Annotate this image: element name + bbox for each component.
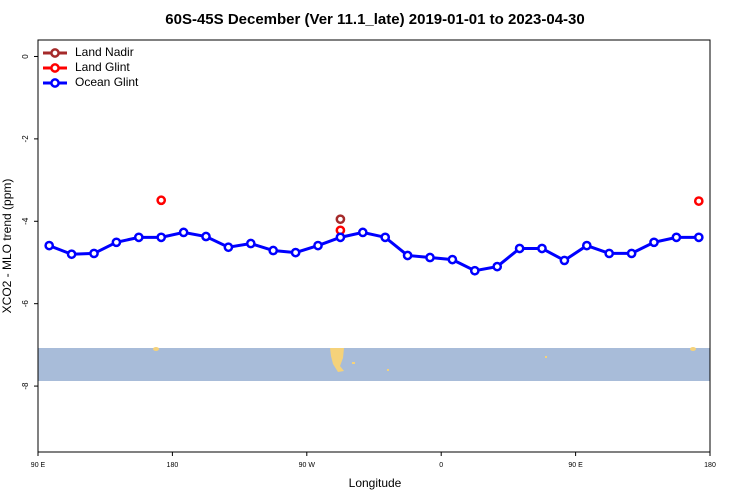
y-tick-label: 0 bbox=[21, 54, 30, 59]
chart-title: 60S-45S December (Ver 11.1_late) 2019-01… bbox=[165, 11, 584, 28]
land-patch bbox=[352, 362, 355, 364]
data-point bbox=[649, 237, 659, 248]
x-tick-label: 90 E bbox=[568, 462, 583, 469]
x-tick-label: 0 bbox=[439, 462, 443, 469]
data-point bbox=[201, 231, 211, 242]
data-point bbox=[514, 243, 525, 254]
y-tick-label: -2 bbox=[21, 135, 30, 143]
legend-marker bbox=[50, 78, 60, 88]
y-tick-label: -8 bbox=[21, 382, 30, 390]
y-axis-title: XCO2 - MLO trend (ppm) bbox=[0, 179, 14, 314]
data-point bbox=[313, 240, 323, 251]
plot-frame bbox=[37, 39, 711, 453]
legend-label: Ocean Glint bbox=[75, 75, 139, 89]
data-point bbox=[537, 243, 547, 254]
data-point bbox=[133, 232, 144, 243]
data-point bbox=[671, 232, 682, 243]
data-point bbox=[604, 248, 615, 259]
data-point bbox=[693, 196, 704, 206]
y-tick-label: -4 bbox=[21, 217, 30, 225]
x-tick-label: 180 bbox=[167, 462, 179, 469]
land-patch bbox=[387, 369, 389, 371]
land-patch bbox=[690, 347, 696, 351]
land-patch bbox=[330, 348, 344, 372]
data-point bbox=[290, 247, 301, 258]
y-tick-label: -6 bbox=[21, 300, 30, 308]
data-point bbox=[335, 232, 346, 243]
x-tick-label: 180 bbox=[704, 462, 716, 469]
data-point bbox=[335, 214, 346, 225]
data-point bbox=[66, 249, 77, 260]
data-point bbox=[156, 195, 167, 206]
data-point bbox=[626, 248, 637, 259]
data-point bbox=[111, 237, 122, 248]
data-point bbox=[559, 255, 570, 266]
data-point bbox=[492, 261, 503, 272]
land-patch bbox=[545, 356, 547, 358]
legend-label: Land Glint bbox=[75, 60, 130, 74]
data-point bbox=[89, 248, 99, 259]
data-point bbox=[156, 232, 167, 243]
data-point bbox=[223, 242, 234, 253]
legend-marker bbox=[50, 63, 60, 73]
x-axis-title: Longitude bbox=[349, 476, 402, 490]
legend-label: Land Nadir bbox=[75, 45, 134, 59]
x-tick-label: 90 E bbox=[31, 462, 46, 469]
data-point bbox=[245, 238, 256, 249]
ocean-band bbox=[38, 348, 710, 381]
x-tick-label: 90 W bbox=[299, 462, 316, 469]
data-point bbox=[44, 240, 55, 251]
data-point bbox=[178, 227, 189, 238]
land-patch bbox=[153, 347, 159, 351]
legend-marker bbox=[50, 48, 60, 58]
map-strip bbox=[38, 347, 710, 381]
data-point bbox=[447, 254, 458, 265]
data-point bbox=[469, 265, 480, 276]
data-point bbox=[425, 252, 435, 263]
data-point bbox=[380, 232, 391, 243]
data-point bbox=[357, 227, 368, 238]
data-point bbox=[581, 240, 592, 251]
data-point bbox=[268, 245, 279, 256]
data-point bbox=[693, 232, 704, 243]
data-point bbox=[402, 250, 413, 261]
